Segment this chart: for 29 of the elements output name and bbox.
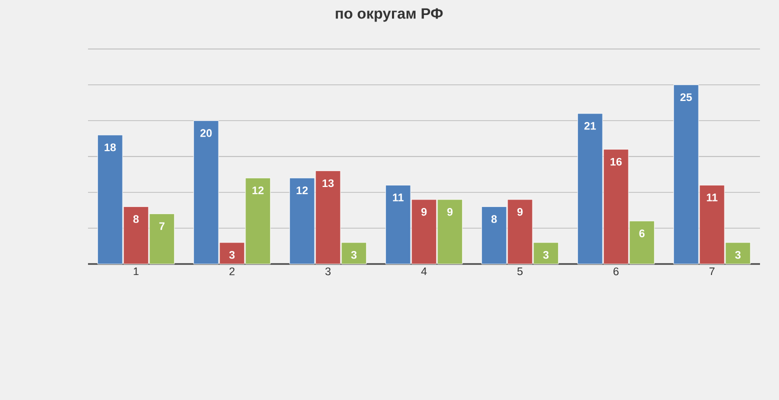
data-label: 3 [543,251,549,259]
data-label: 12 [296,186,308,194]
data-label: 16 [610,158,622,166]
x-tick-label: 6 [614,268,619,276]
x-tick-label: 2 [230,268,234,276]
data-label: 6 [639,230,645,238]
data-label: 3 [735,251,741,259]
x-tick-label: 3 [325,268,331,276]
data-label: 7 [159,222,164,230]
data-label: 9 [421,208,427,216]
data-label: 21 [584,122,596,130]
data-label: 3 [351,251,357,259]
chart-title: по округам РФ [336,8,443,22]
data-label: 13 [322,179,334,188]
data-label: 3 [229,251,235,259]
data-label: 12 [252,186,264,194]
data-label: 8 [133,215,139,223]
x-tick-label: 1 [134,268,139,276]
x-tick-label: 5 [517,268,523,276]
x-tick-label: 4 [421,268,427,276]
data-label: 8 [491,215,497,223]
data-label: 9 [517,208,523,216]
data-label: 9 [447,208,453,216]
x-tick-label: 7 [710,268,715,276]
data-label: 25 [680,93,692,102]
data-label: 11 [706,194,718,202]
data-label: 11 [392,194,404,202]
data-label: 20 [200,129,212,137]
data-label: 18 [104,144,116,152]
